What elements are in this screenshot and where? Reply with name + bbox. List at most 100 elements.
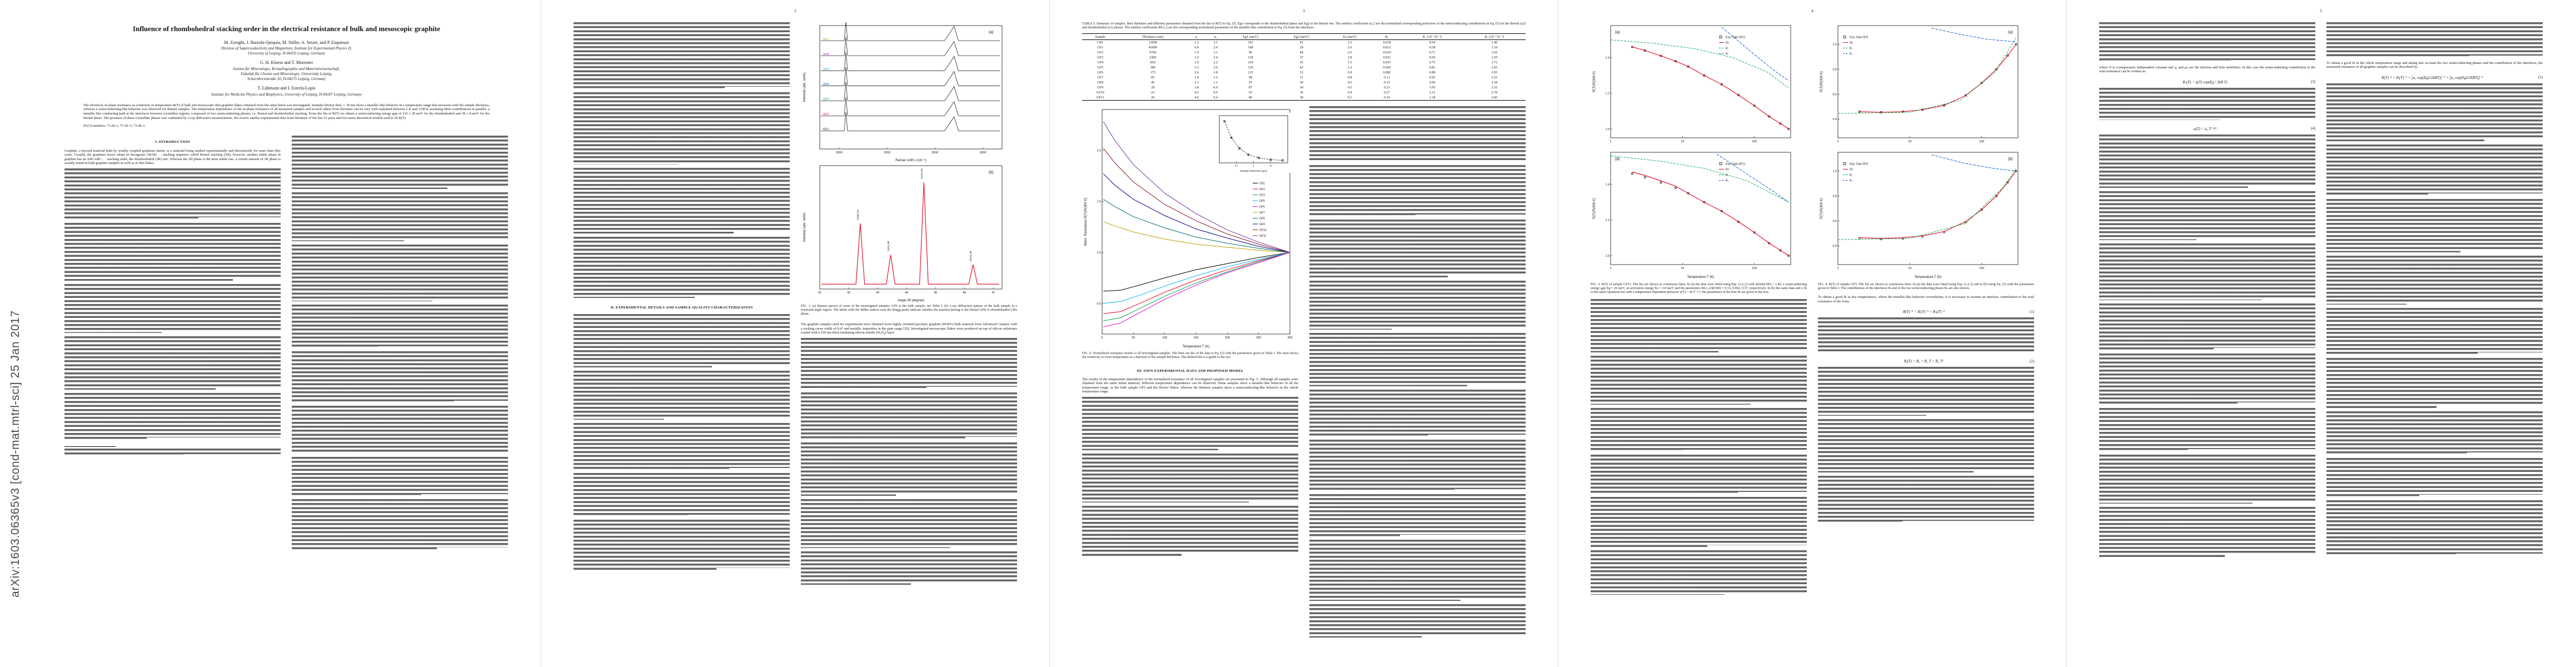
svg-text:2500: 2500 — [931, 151, 938, 155]
greeked-text — [1309, 220, 1526, 278]
section-2-heading: II. EXPERIMENTAL DETAILS AND SAMPLE QUAL… — [610, 306, 753, 310]
greeked-text — [1082, 453, 1298, 502]
greeked-text — [64, 168, 281, 220]
svg-text:250: 250 — [1256, 336, 1261, 340]
svg-text:0.6: 0.6 — [1833, 93, 1837, 96]
page3-left-column: 0 50 100 150 200 250 300 0.5 1.0 1.5 2.0 Temperatur… — [1082, 106, 1298, 641]
equation-3: Rₛ(T) = a(T) exp(Eg / 2kB T) (3) — [2099, 80, 2315, 84]
greeked-text — [2326, 457, 2543, 497]
page-2: 2 II. EXPERIMENTAL DETAILS AND SAMPLE QU… — [541, 0, 1049, 667]
greeked-text — [2099, 353, 2315, 405]
table-header-row: Sample Thickness (nm) a₁ a₂ Eg1 (meV) Eg2 (me… — [1082, 33, 1526, 41]
greeked-text — [292, 245, 508, 302]
svg-text:100: 100 — [1979, 140, 1984, 143]
svg-text:Angle 2θ (degree): Angle 2θ (degree) — [898, 299, 924, 302]
svg-text:42: 42 — [847, 291, 850, 295]
equation-4-body: a(T) = a₀ T⁻¹/² — [2193, 127, 2216, 131]
greeked-text — [574, 22, 790, 89]
experimental-lead-paragraph: The graphite samples used for experiment… — [801, 322, 1017, 335]
svg-text:(b): (b) — [1615, 157, 1620, 161]
section-3-heading: III. OWN EXPERIMENTAL DATA AND PROPOSED … — [1137, 369, 1244, 373]
svg-text:44: 44 — [905, 291, 908, 295]
table-row: GF5 380 2.3 2.0 130 42 1.2 0.066 0.81 1.93 — [1097, 66, 1498, 70]
greeked-text — [1309, 604, 1526, 638]
svg-text:Fit: Fit — [1726, 42, 1729, 45]
svg-text:10: 10 — [1681, 140, 1684, 143]
figure-1: 1500 2000 2500 3000 Raman shift ν (cm⁻¹) Inte… — [801, 22, 1017, 321]
equation-5: R(T)⁻¹ = Rᵢ(T)⁻¹ + [a₁ exp(Eg1/2kBT)]⁻¹ … — [2326, 76, 2543, 80]
svg-text:10: 10 — [1908, 267, 1911, 270]
svg-text:GF5: GF5 — [1259, 200, 1265, 203]
page3-right-column — [1309, 106, 1526, 641]
svg-text:100: 100 — [1979, 267, 1984, 270]
footnote-rule — [64, 446, 116, 447]
svg-text:43: 43 — [876, 291, 879, 295]
table-row: GF7 85 2.9 1.5 98 31 0.8 0.11 0.93 2.21 — [1097, 76, 1498, 80]
svg-text:41: 41 — [818, 291, 821, 295]
svg-text:Exp. Data GF3: Exp. Data GF3 — [1850, 36, 1868, 39]
svg-text:Fit: Fit — [1726, 168, 1729, 172]
svg-text:R(T)/R(300 K): R(T)/R(300 K) — [1593, 71, 1596, 92]
page-number: 5 — [2320, 8, 2322, 13]
greeked-text — [64, 392, 281, 440]
greeked-text — [2099, 454, 2315, 504]
svg-text:46: 46 — [963, 291, 966, 295]
svg-text:Exp. Data GF11: Exp. Data GF11 — [1726, 163, 1746, 166]
greeked-text — [1818, 317, 2034, 354]
svg-text:GF1: GF1 — [823, 128, 829, 131]
svg-text:0.6: 0.6 — [1833, 220, 1837, 223]
greeked-text — [292, 305, 508, 349]
equation-2-body: Rᵢ(T) = R₀ + R₁ T + R₂ T² — [1904, 360, 1944, 364]
svg-text:Rₛ: Rₛ — [1850, 53, 1853, 56]
page-1: Influence of rhombohedral stacking order… — [32, 0, 541, 667]
svg-text:Exp. Data GF3: Exp. Data GF3 — [1850, 163, 1868, 166]
svg-text:1.4: 1.4 — [1606, 183, 1610, 187]
figure-2-inset: 0.1 1 10 Sample thickness (µm) — [1207, 113, 1291, 173]
page1-right-column — [292, 136, 509, 558]
greeked-text — [2326, 357, 2543, 408]
greeked-text — [2326, 198, 2543, 252]
footnote-text — [64, 448, 281, 456]
svg-text:(a): (a) — [989, 31, 994, 34]
equation-1-number: (1) — [2029, 310, 2034, 314]
svg-text:Rᵢ: Rᵢ — [1726, 47, 1728, 51]
affiliation-1-line-1: Division of Superconductivity and Magnet… — [221, 46, 352, 51]
svg-text:2000: 2000 — [884, 151, 890, 155]
svg-text:(b): (b) — [2008, 157, 2013, 161]
page5-right-column: To obtain a good fit in the whole temper… — [2326, 22, 2543, 560]
svg-text:0.5: 0.5 — [1097, 302, 1102, 306]
svg-text:Raman shift ν (cm⁻¹): Raman shift ν (cm⁻¹) — [895, 159, 926, 162]
svg-text:100: 100 — [1162, 336, 1167, 340]
table-row: GF8 45 3.3 1.2 91 30 0.6 0.15 0.99 2.38 — [1097, 81, 1498, 85]
svg-text:100: 100 — [1752, 140, 1757, 143]
greeked-text — [2326, 83, 2543, 141]
affiliation-2-line-3: Scharnhorststraße 20, D-04275 Leipzig, G… — [247, 77, 326, 81]
svg-text:Rₛ: Rₛ — [1850, 180, 1853, 183]
arxiv-stamp: arXiv:1603.06365v3 [cond-mat.mtrl-sci] 2… — [9, 310, 22, 598]
greeked-text — [292, 406, 508, 454]
svg-text:Fit: Fit — [1850, 42, 1853, 45]
figure-4-panel-b: 1 10 100 0.4 0.6 0.8 1.0 Temperature T (K) R(T)/… — [1820, 152, 2019, 279]
greeked-text — [292, 351, 508, 403]
equation-1-body: R(T)⁻¹ = Rᵢ(T)⁻¹ + Rₛ(T)⁻¹ — [1903, 310, 1945, 315]
svg-text:Rᵢ: Rᵢ — [1850, 174, 1852, 177]
affiliation-2-line-2: Fakultät für Chemie und Mineralogie, Uni… — [241, 71, 332, 76]
page4-right-column: 1 10 100 0.4 0.6 0.8 1.0 R(T)/R(300 K) (a) Exp. D… — [1818, 22, 2034, 598]
greeked-text — [292, 457, 508, 496]
svg-text:(b): (b) — [989, 171, 994, 175]
svg-text:47: 47 — [991, 291, 995, 295]
svg-text:GF7: GF7 — [823, 38, 829, 41]
svg-text:1.0: 1.0 — [1097, 251, 1102, 255]
svg-text:R(T)/R(300 K): R(T)/R(300 K) — [1593, 198, 1596, 219]
author-line-1: M. Zoraghi, J. Barzola-Quiquia, M. Still… — [224, 39, 349, 45]
svg-text:CB1: CB1 — [1259, 182, 1265, 186]
model-lead-paragraph: To obtain a good fit at low temperatures… — [1818, 295, 2034, 303]
greeked-text — [574, 314, 790, 368]
greeked-text — [574, 371, 790, 420]
author-line-2: G. H. Kloess and T. Muenster — [260, 60, 313, 66]
svg-text:1.5: 1.5 — [1097, 200, 1102, 203]
greeked-text — [1309, 333, 1526, 387]
greeked-text — [2326, 22, 2543, 58]
table-row: GF11 20 4.6 0.4 89 38 0.3 0.34 1.18 2.85 — [1096, 96, 1498, 100]
section-1-heading: I. INTRODUCTION — [155, 140, 190, 145]
